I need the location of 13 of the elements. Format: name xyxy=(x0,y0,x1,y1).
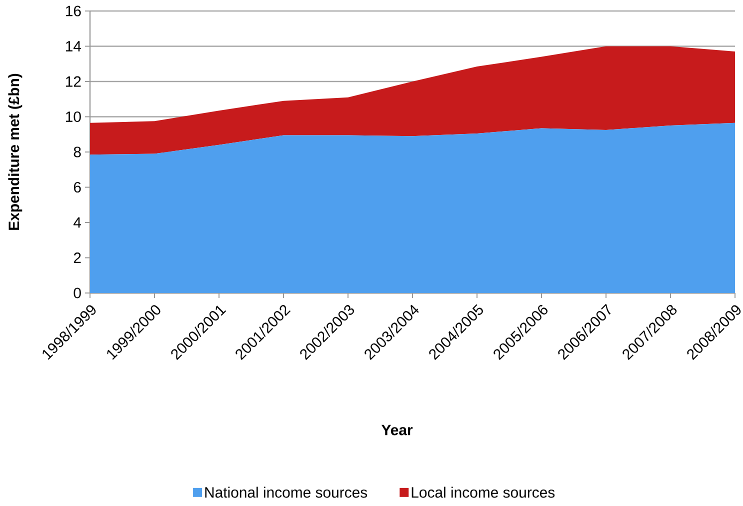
y-tick-label: 6 xyxy=(74,182,81,193)
y-tick-label: 10 xyxy=(66,111,81,122)
y-axis-title: Expenditure met (£bn) xyxy=(8,74,22,230)
x-axis-title: Year xyxy=(381,424,413,436)
y-tick-label: 12 xyxy=(66,76,81,87)
y-tick-label: 2 xyxy=(74,252,81,263)
y-tick-label: 4 xyxy=(74,217,82,228)
y-tick-label: 0 xyxy=(74,288,81,298)
y-tick-label: 16 xyxy=(66,6,81,16)
legend-label: Local income sources xyxy=(412,486,555,498)
legend-label: National income sources xyxy=(205,486,368,498)
y-tick-label: 14 xyxy=(66,41,82,52)
y-tick-label: 8 xyxy=(74,146,81,158)
